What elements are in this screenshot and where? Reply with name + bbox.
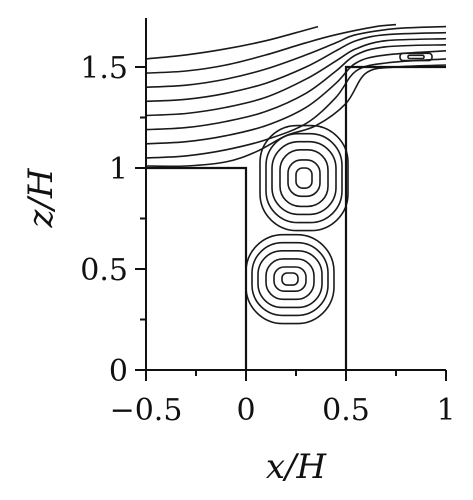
vortex-lower-ring-1 — [281, 272, 299, 286]
vortex-upper-ring-3 — [279, 149, 329, 208]
vortex-lower-ring-3 — [265, 258, 315, 301]
streamline-2 — [145, 58, 447, 159]
streamline-4 — [145, 44, 447, 131]
x-tick-label: 0.5 — [322, 393, 370, 428]
vortex-roof-ring-2 — [399, 52, 433, 62]
vortex-lower-ring-4 — [257, 250, 323, 309]
downstream-building-wall — [344, 65, 446, 370]
streamline-8 — [145, 23, 397, 74]
y-tick-label: 1.5 — [80, 51, 128, 86]
x-tick-label: −0.5 — [110, 393, 183, 428]
streamline-7 — [145, 25, 447, 88]
vortex-upper-ring-6 — [259, 124, 349, 232]
vortex-upper-ring-5 — [265, 132, 343, 224]
streamlines-layer — [145, 23, 447, 168]
vortex-lower-ring-5 — [251, 241, 329, 317]
vortex-upper-ring-2 — [287, 159, 321, 198]
x-axis-label: x/H — [266, 447, 328, 487]
vortex-lower-ring-6 — [245, 233, 335, 325]
upstream-building-wall — [146, 166, 248, 370]
y-tick-label: 0.5 — [80, 253, 128, 288]
vortex-roof-ring-1 — [407, 54, 425, 60]
streamline-6 — [145, 31, 447, 103]
streamline-9 — [145, 25, 319, 60]
streamline-5 — [145, 37, 447, 117]
vortex-upper-ring-4 — [271, 140, 337, 216]
building-walls — [146, 65, 446, 370]
tick-labels: −0.5 0 0.5 1 0 0.5 1 1.5 — [80, 51, 455, 428]
y-tick-label: 1 — [109, 152, 128, 187]
streamline-3 — [145, 50, 447, 145]
y-axis-label: z/H — [21, 167, 61, 228]
vortices-layer — [245, 52, 433, 325]
vortex-lower-ring-2 — [273, 266, 307, 293]
vortex-upper-ring-1 — [295, 167, 313, 190]
y-tick-label: 0 — [109, 354, 128, 389]
streamline-1 — [145, 64, 447, 168]
ticks — [135, 66, 447, 381]
x-tick-label: 1 — [436, 393, 455, 428]
x-tick-label: 0 — [236, 393, 255, 428]
